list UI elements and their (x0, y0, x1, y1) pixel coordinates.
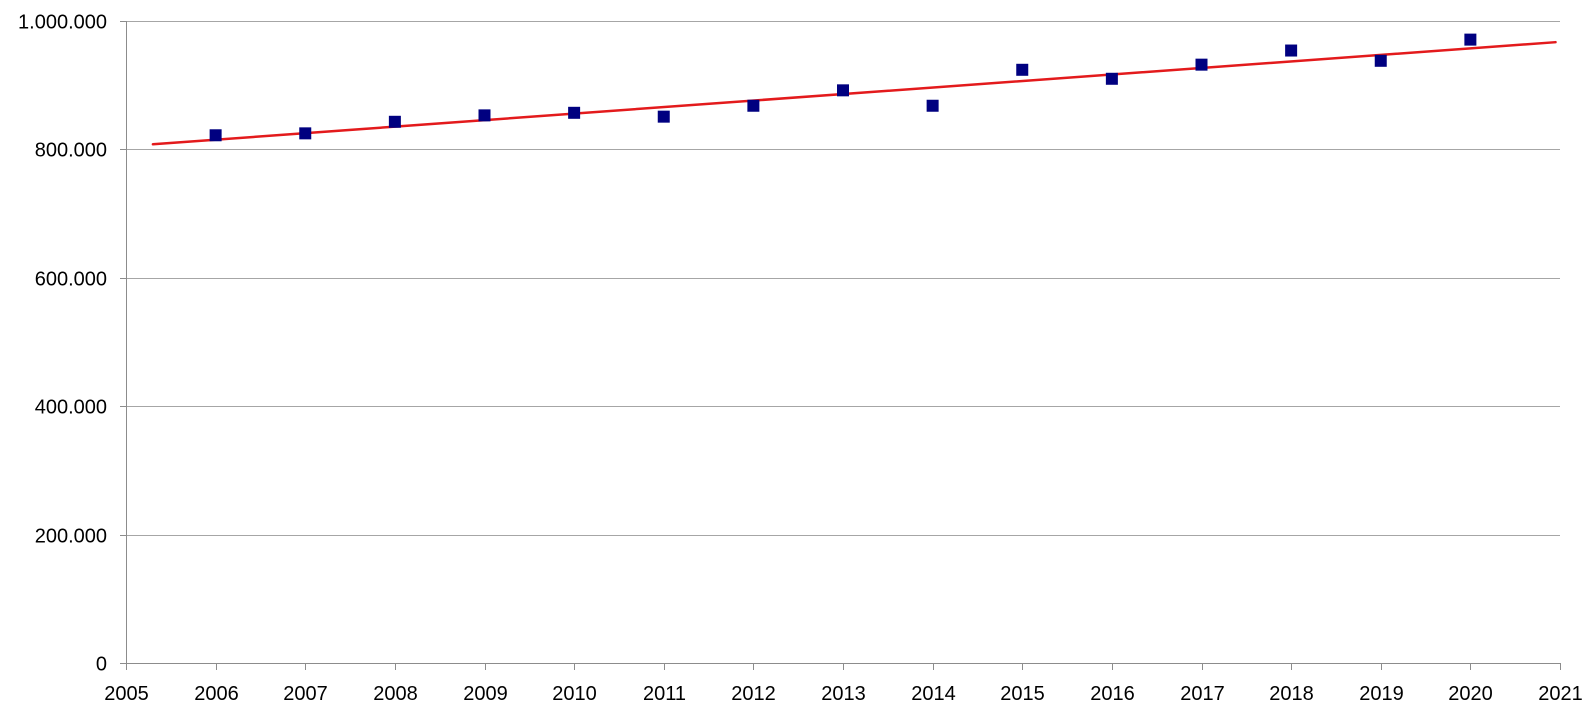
x-tick-label: 2017 (1180, 683, 1225, 705)
data-point (1105, 72, 1118, 85)
data-point (388, 115, 401, 128)
x-tick-label: 2019 (1359, 683, 1404, 705)
data-point (568, 106, 581, 119)
y-tick-label: 1.000.000 (18, 12, 107, 34)
trendline (151, 40, 1557, 146)
x-tick-label: 2014 (911, 683, 956, 705)
x-tick-label: 2018 (1269, 683, 1314, 705)
x-tick-label: 2013 (821, 683, 866, 705)
data-points (209, 33, 1477, 142)
x-tick-label: 2008 (373, 683, 418, 705)
x-tick-label: 2010 (552, 683, 597, 705)
axes (120, 21, 1561, 670)
y-tick-label: 400.000 (35, 397, 107, 419)
data-point (209, 129, 222, 142)
x-tick-label: 2021 (1538, 683, 1583, 705)
x-tick-labels: 2005 2006 2007 2008 2009 2010 2011 2012 2013 2014… (104, 683, 1583, 705)
x-tick-label: 2016 (1090, 683, 1135, 705)
data-point (1195, 58, 1208, 71)
x-tick-label: 2012 (731, 683, 776, 705)
data-point (1285, 44, 1298, 57)
x-tick-label: 2011 (643, 683, 686, 705)
x-tick-label: 2009 (463, 683, 508, 705)
x-tick-label: 2005 (104, 683, 149, 705)
x-tick-label: 2007 (283, 683, 328, 705)
x-tick-label: 2020 (1448, 683, 1493, 705)
data-point (1016, 63, 1029, 76)
trendline-layer (151, 40, 1557, 146)
y-tick-label: 0 (96, 654, 107, 676)
data-point (1374, 54, 1387, 67)
y-tick-label: 600.000 (35, 269, 107, 291)
data-point (837, 84, 849, 97)
data-point (299, 127, 312, 140)
y-tick-label: 800.000 (35, 140, 107, 162)
data-point (926, 99, 939, 112)
y-tick-label: 200.000 (35, 526, 107, 548)
gridlines (126, 21, 1560, 536)
data-point (657, 110, 670, 123)
x-tick-label: 2006 (194, 683, 239, 705)
x-tick-label: 2015 (1000, 683, 1045, 705)
data-point (478, 109, 491, 122)
data-point (1464, 33, 1477, 46)
data-point (747, 99, 760, 112)
y-tick-labels: 0 200.000 400.000 600.000 800.000 1.000.000 (18, 12, 107, 676)
